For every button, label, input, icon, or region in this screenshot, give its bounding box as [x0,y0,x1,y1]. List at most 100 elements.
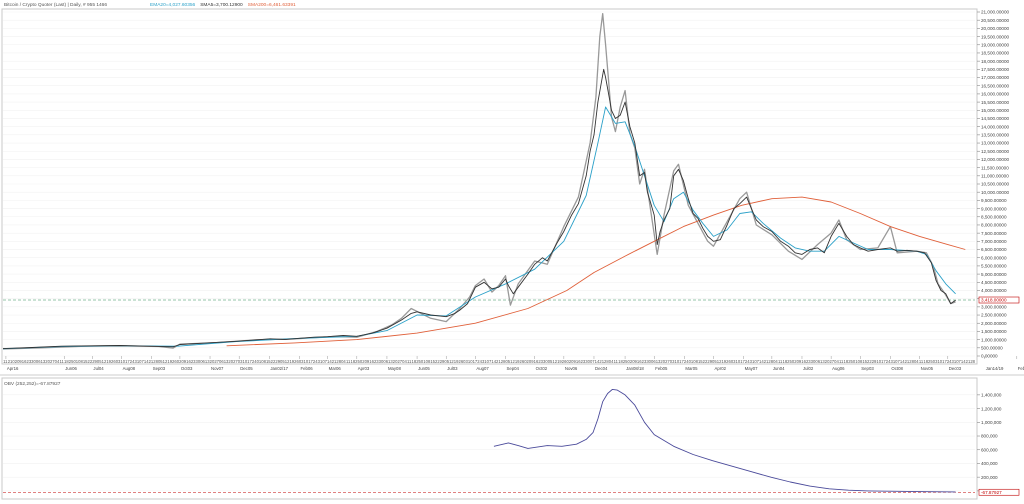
x-day-label: 03 [238,359,243,364]
x-day-label: 28 [768,359,773,364]
x-day-label: 23 [581,359,586,364]
x-day-label: 08 [693,359,698,364]
series-ema20-line [2,106,956,350]
obv-y-tick-label: 1,400,000 [981,393,1002,398]
x-day-label: 21 [905,359,910,364]
x-day-label: 30 [811,359,816,364]
x-day-label: 16 [22,359,27,364]
y-tick-label: 16,000.00000 [981,92,1010,97]
x-day-label: 09 [181,359,186,364]
x-day-label: 23 [26,359,31,364]
y-tick-label: 19,000.00000 [981,42,1010,47]
x-day-label: 17 [308,359,313,364]
x-day-label: 12 [552,359,557,364]
x-month-label: Aug07 [476,366,489,371]
x-day-label: 03 [670,359,675,364]
x-day-label: 16 [637,359,642,364]
y-tick-label: 4,000.00000 [981,288,1007,293]
y-tick-label: 2,500.00000 [981,313,1007,318]
main-plot-frame [1,8,978,365]
x-day-label: 27 [50,359,55,364]
main-title: Bitcoin / Crypto Quoter (Last) | Daily, … [4,2,107,8]
x-day-label: 02 [628,359,633,364]
x-month-label: Jun04 [773,366,785,371]
y-tick-label: 500.00000 [981,346,1003,351]
x-day-label: 13 [41,359,46,364]
obv-grid [3,394,975,493]
x-month-label: Jul04 [93,366,104,371]
x-day-label: 27 [829,359,834,364]
x-day-label: 15 [430,359,435,364]
x-day-label: 14 [900,359,905,364]
x-day-label: 05 [505,359,510,364]
x-day-label: 31 [318,359,323,364]
x-day-label: 13 [656,359,661,364]
x-day-label: 26 [294,359,299,364]
x-day-label: 02 [566,359,571,364]
x-day-label: 25 [928,359,933,364]
x-day-label: 02 [360,359,365,364]
x-day-label: 17 [881,359,886,364]
obv-plot-frame [1,377,978,500]
x-day-label: 16 [369,359,374,364]
x-day-label: 11 [407,359,412,364]
x-day-label: 04 [341,359,346,364]
x-day-label: 17 [125,359,130,364]
x-day-label: 24 [886,359,891,364]
obv-y-tick-label: 400,000 [981,461,998,466]
x-day-label: 27 [665,359,670,364]
x-day-label: 04 [55,359,60,364]
x-day-label: 29 [92,359,97,364]
x-day-label: 13 [205,359,210,364]
x-day-label: 12 [163,359,168,364]
reference-label: 3,418.00000 [981,298,1007,303]
x-day-label: 31 [482,359,487,364]
main-x-axis: 11 21 02 09 16 23 30 06 13 20 27 04 11 18 25 01 08 15 22 29… [3,356,1024,371]
x-day-label: 20 [393,359,398,364]
x-day-label: 22 [435,359,440,364]
x-day-label: 18 [923,359,928,364]
x-day-label: 18 [844,359,849,364]
x-day-label: 13 [820,359,825,364]
x-day-label: 27 [214,359,219,364]
x-day-label: 30 [646,359,651,364]
x-day-label: 04 [609,359,614,364]
x-day-label: 19 [454,359,459,364]
x-month-label: Jan14/19 [986,366,1004,371]
x-day-label: 02 [177,359,182,364]
y-tick-label: 11,500.00000 [981,165,1009,170]
x-day-label: 17 [473,359,478,364]
x-day-label: 18 [782,359,787,364]
y-tick-label: 12,500.00000 [981,149,1010,154]
x-day-label: 17 [740,359,745,364]
x-day-label: 28 [336,359,341,364]
x-month-label: Dec04 [595,366,608,371]
x-day-label: 11 [346,359,351,364]
obv-y-tick-label: 1,000,000 [981,420,1002,425]
x-day-label: 08 [858,359,863,364]
x-day-label: 17 [942,359,947,364]
x-day-label: 31 [890,359,895,364]
x-month-label: Jul03 [447,366,458,371]
x-month-label: Jun05 [418,366,430,371]
x-month-label: Oct03 [181,366,193,371]
x-day-label: 24 [313,359,318,364]
x-day-label: 16 [576,359,581,364]
obv-reference-label: -67.87927 [981,490,1002,495]
x-day-label: 19 [721,359,726,364]
x-day-label: 30 [543,359,548,364]
x-day-label: 28 [909,359,914,364]
x-day-label: 31 [750,359,755,364]
x-day-label: 14 [961,359,966,364]
obv-title: OBV (252,252)=-67.87927 [4,381,61,387]
x-day-label: 29 [275,359,280,364]
obv-y-axis: 0.00000200,000400,000600,000800,0001,000… [977,393,1020,496]
x-month-label: Nov06 [565,366,578,371]
x-month-label: Jul02 [803,366,814,371]
y-tick-label: 8,000.00000 [981,223,1007,228]
x-day-label: 26 [520,359,525,364]
legend-entry: SMA200=6,461.63391 [248,2,296,8]
x-day-label: 05 [548,359,553,364]
x-day-label: 29 [707,359,712,364]
